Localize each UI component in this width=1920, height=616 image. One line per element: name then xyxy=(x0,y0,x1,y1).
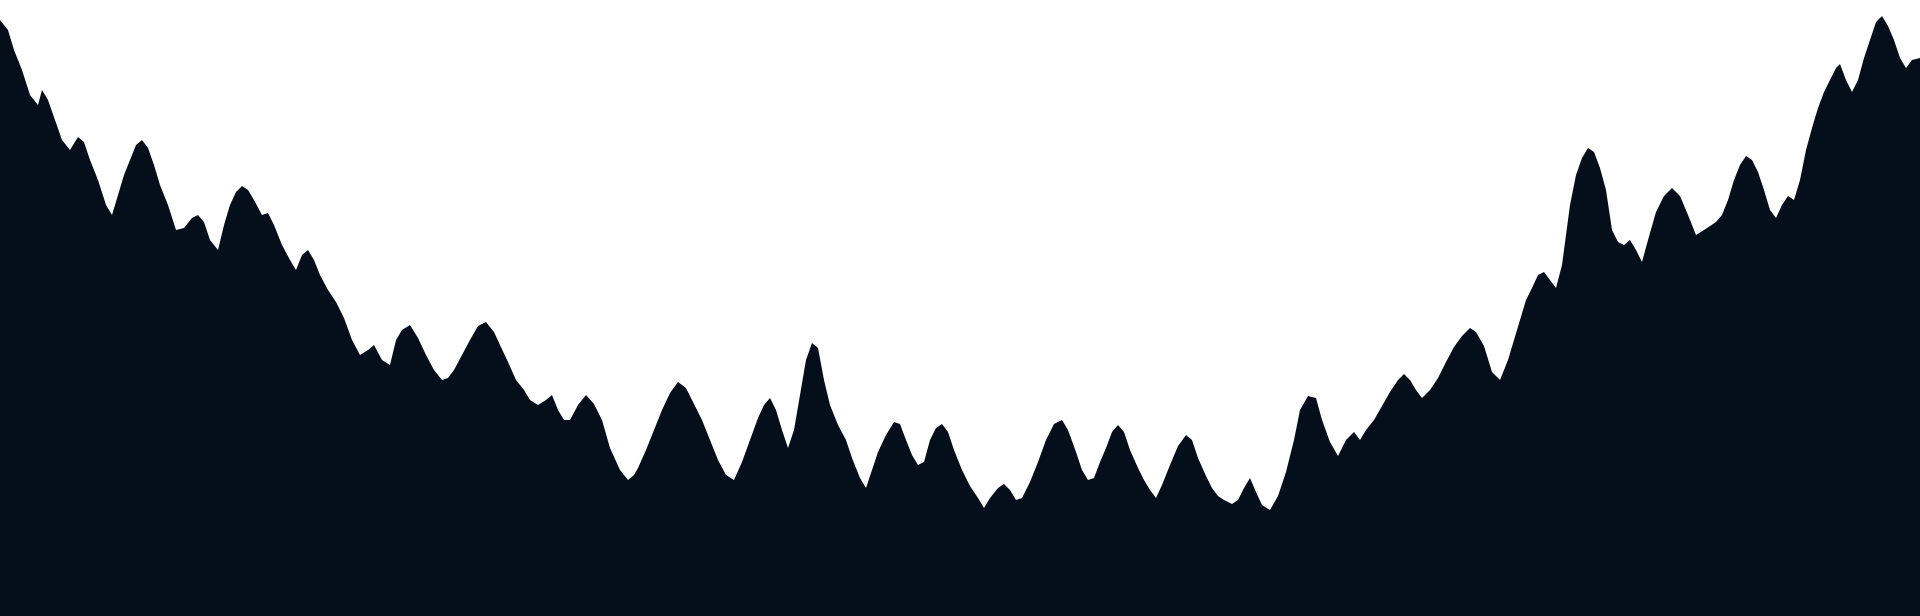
treeline xyxy=(0,16,1920,616)
